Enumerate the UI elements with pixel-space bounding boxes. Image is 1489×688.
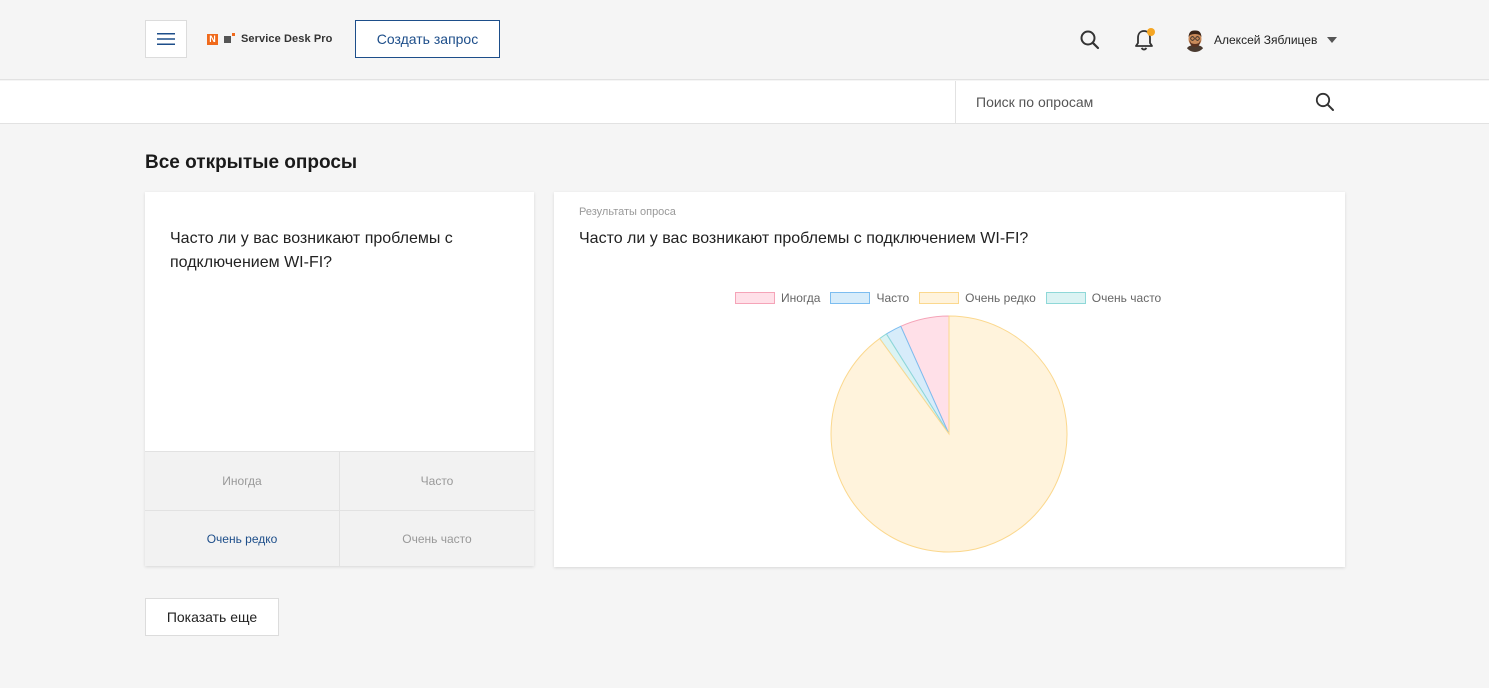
legend-item[interactable]: Часто <box>830 291 909 305</box>
results-question: Часто ли у вас возникают проблемы с подк… <box>579 230 1029 247</box>
legend-swatch <box>1045 292 1086 304</box>
poll-question: Часто ли у вас возникают проблемы с подк… <box>170 230 453 271</box>
poll-option-selected[interactable]: Очень редко <box>145 510 339 567</box>
brand-name: Service Desk Pro <box>241 33 333 45</box>
user-name: Алексей Зяблицев <box>1214 33 1318 47</box>
user-menu[interactable]: Алексей Зяблицев <box>1184 27 1338 53</box>
avatar <box>1184 28 1206 52</box>
notification-badge <box>1147 28 1155 36</box>
pie-chart <box>830 315 1068 553</box>
logo[interactable]: N Service Desk Pro <box>207 31 333 47</box>
legend-item[interactable]: Очень редко <box>919 291 1036 305</box>
legend-label: Очень часто <box>1091 291 1162 305</box>
poll-card: Часто ли у вас возникают проблемы с подк… <box>145 192 534 567</box>
poll-search <box>955 81 1345 123</box>
top-bar: N Service Desk Pro Создать запрос <box>0 0 1489 80</box>
results-label: Результаты опроса <box>579 206 676 218</box>
menu-button[interactable] <box>145 20 187 58</box>
poll-search-input[interactable] <box>976 81 1296 123</box>
poll-option[interactable]: Часто <box>339 452 534 510</box>
chart-legend: Иногда Часто Очень редко Очень часто <box>735 291 1171 305</box>
notifications-button[interactable] <box>1133 28 1155 52</box>
poll-options: Иногда Часто Очень редко Очень часто <box>145 451 534 567</box>
logo-mark: N <box>207 33 218 45</box>
poll-option[interactable]: Очень часто <box>339 510 534 567</box>
results-card: Результаты опроса Часто ли у вас возника… <box>554 192 1345 567</box>
logo-square-icon <box>224 32 235 43</box>
legend-item[interactable]: Иногда <box>735 291 820 305</box>
legend-swatch <box>830 292 871 304</box>
legend-label: Часто <box>876 291 910 305</box>
search-bar <box>0 81 1489 124</box>
show-more-button[interactable]: Показать еще <box>145 598 279 636</box>
legend-swatch <box>735 292 775 304</box>
hamburger-icon <box>157 33 175 45</box>
legend-item[interactable]: Очень часто <box>1045 291 1162 305</box>
create-request-button[interactable]: Создать запрос <box>355 20 500 58</box>
legend-swatch <box>919 292 960 304</box>
page-title: Все открытые опросы <box>145 152 358 173</box>
poll-option[interactable]: Иногда <box>222 474 262 488</box>
chevron-down-icon <box>1327 37 1338 43</box>
pie-slice[interactable] <box>830 315 1068 553</box>
search-icon[interactable] <box>1078 28 1102 52</box>
legend-label: Иногда <box>781 291 821 305</box>
search-icon[interactable] <box>1314 91 1336 113</box>
legend-label: Очень редко <box>965 291 1036 305</box>
